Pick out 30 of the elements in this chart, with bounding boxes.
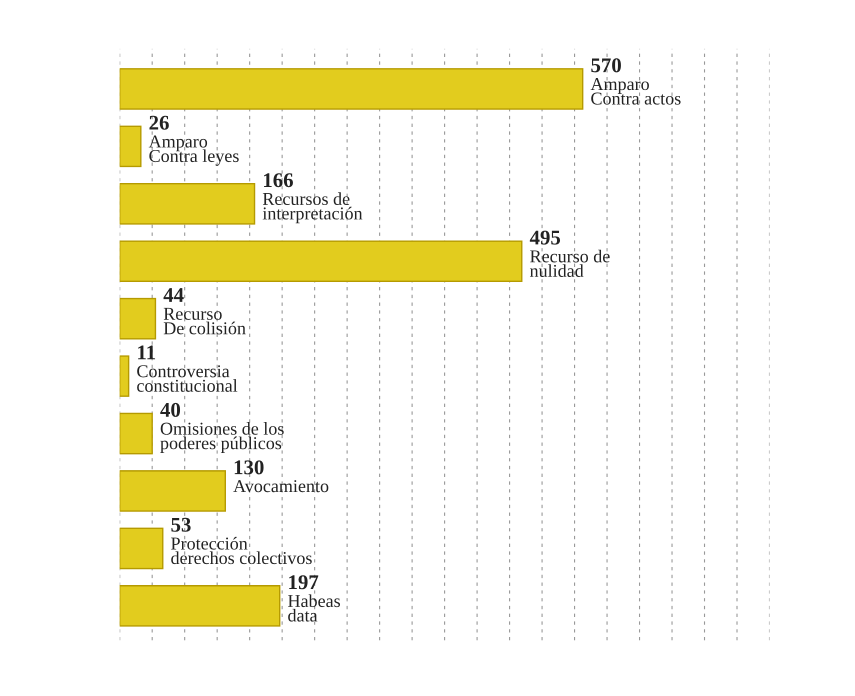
data-label: 570 — [591, 58, 621, 72]
y-tick-label: Recurso De colisión — [164, 308, 246, 334]
bar — [120, 470, 226, 512]
data-label: 495 — [530, 230, 560, 245]
bar — [120, 585, 280, 627]
y-tick-label: Habeas data — [288, 594, 340, 622]
y-tick-label: Amparo Contra leyes — [148, 135, 239, 166]
data-label: 53 — [171, 518, 191, 532]
bar — [120, 355, 130, 397]
data-label: 197 — [289, 575, 318, 590]
data-label: 11 — [138, 346, 156, 360]
data-label: 130 — [234, 460, 264, 474]
y-tick-label: Recurso de nulidad — [530, 250, 610, 277]
data-label: 166 — [264, 173, 293, 188]
y-tick-label: Amparo Contra actos — [590, 78, 681, 105]
bar — [120, 298, 156, 340]
y-tick-label: Controversia constitucional — [137, 365, 238, 392]
bar — [120, 240, 522, 282]
bar — [120, 126, 142, 168]
bar — [120, 68, 584, 110]
y-tick-label: Recursos de interpretación — [262, 192, 362, 224]
bar — [120, 412, 153, 454]
bar — [120, 183, 256, 225]
data-label: 44 — [164, 288, 184, 302]
y-tick-label: Avocamiento — [233, 480, 328, 492]
data-label: 40 — [160, 402, 180, 417]
y-tick-label: Protección derechos colectivos — [171, 536, 312, 564]
data-label: 26 — [149, 116, 169, 130]
bar — [120, 528, 164, 570]
y-tick-label: Omisiones de los poderes públicos — [160, 422, 284, 453]
